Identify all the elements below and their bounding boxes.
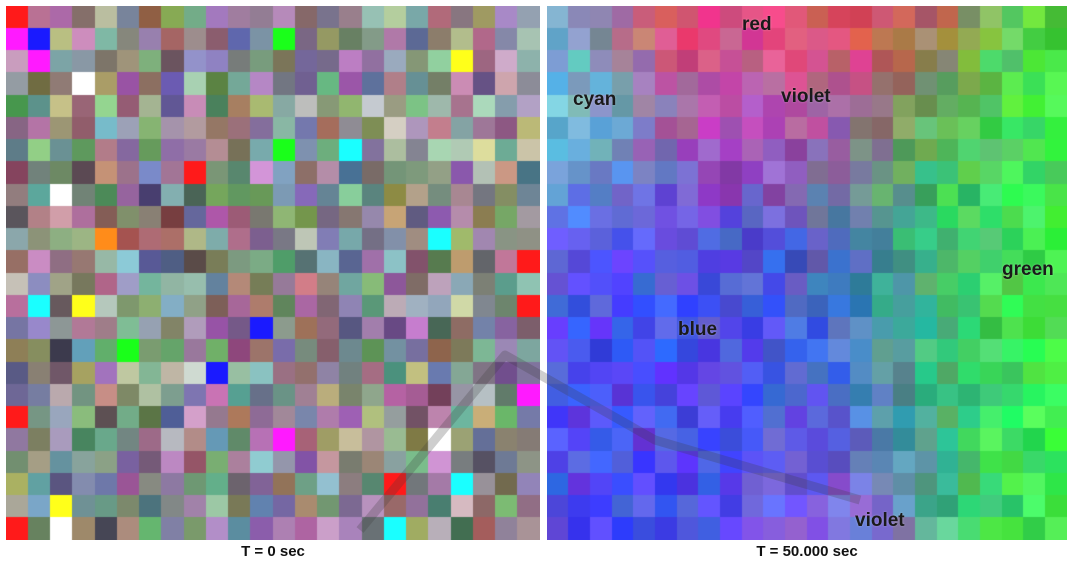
region-label-violet-top: violet <box>781 86 831 107</box>
organized-color-grid <box>547 6 1067 540</box>
region-label-blue: blue <box>678 319 718 340</box>
region-label-cyan: cyan <box>573 89 617 110</box>
grid-panel-final <box>547 6 1067 540</box>
region-label-green: green <box>1002 259 1054 280</box>
grid-panel-initial <box>6 6 540 540</box>
region-label-violet-bottom: violet <box>855 510 905 531</box>
caption-final-time: T = 50.000 sec <box>756 543 858 560</box>
region-label-red: red <box>742 14 772 35</box>
random-color-grid <box>6 6 540 540</box>
caption-initial-time: T = 0 sec <box>241 543 305 560</box>
